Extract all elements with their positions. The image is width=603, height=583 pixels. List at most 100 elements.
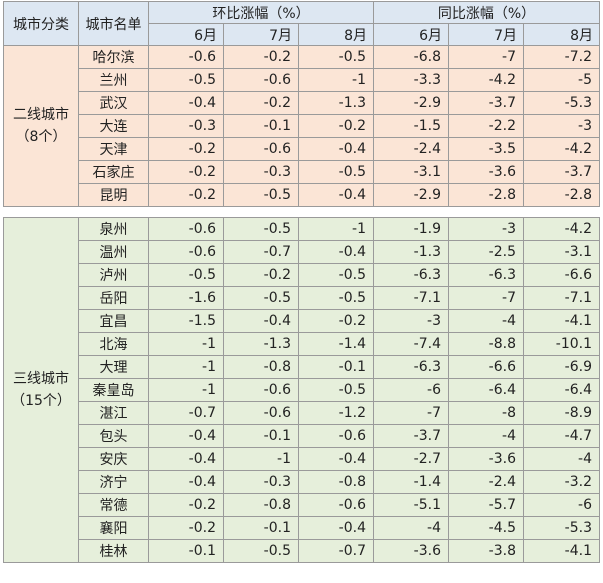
city-name: 济宁 [78,470,149,494]
group-separator [3,206,600,218]
value-yoy-6: -7 [373,401,449,425]
header-row-2: 6月 7月 8月 6月 7月 8月 [4,23,600,46]
value-yoy-8: -3.2 [523,470,600,494]
value-yoy-6: -7.4 [373,332,449,356]
category-cell: 二线城市 （8个） [3,45,79,207]
value-yoy-8: -5 [523,68,600,92]
value-mom-6: -0.4 [148,91,224,115]
category-count: （8个） [15,129,67,145]
table-row: 三线城市 （15个） 泉州 -0.6 -0.5 -1 -1.9 -3 -4.2 [3,217,600,563]
city-name: 秦皇岛 [78,378,149,402]
city-name: 武汉 [78,91,149,115]
value-yoy-8: -3 [523,114,600,138]
header-mom-month-6: 6月 [148,23,224,46]
table-row: 二线城市 （8个） 哈尔滨 -0.6 -0.2 -0.5 -6.8 -7 -7.2 [3,45,600,207]
value-mom-7: -0.6 [223,401,299,425]
value-yoy-8: -10.1 [523,332,600,356]
table-row: 包头 -0.4 -0.1 -0.6 -3.7 -4 -4.7 [4,424,600,448]
value-mom-6: -0.2 [148,160,224,184]
value-mom-7: -0.3 [223,160,299,184]
value-mom-7: -0.5 [223,217,299,241]
value-yoy-6: -2.9 [373,91,449,115]
header-city: 城市名单 [78,1,149,46]
value-mom-8: -0.4 [298,240,374,264]
category-cell: 三线城市 （15个） [3,217,79,563]
value-yoy-6: -3.6 [373,539,449,563]
table-row: 大连 -0.3 -0.1 -0.2 -1.5 -2.2 -3 [4,114,600,138]
value-yoy-7: -2.8 [448,183,524,207]
value-yoy-8: -8.9 [523,401,600,425]
value-yoy-8: -3.7 [523,160,600,184]
value-mom-7: -0.1 [223,516,299,540]
value-mom-7: -1 [223,447,299,471]
value-mom-6: -1.5 [148,309,224,333]
value-yoy-7: -7 [448,45,524,69]
value-yoy-7: -2.2 [448,114,524,138]
value-yoy-6: -6 [373,378,449,402]
value-mom-6: -1 [148,332,224,356]
value-mom-6: -1 [148,378,224,402]
value-mom-8: -0.4 [298,516,374,540]
table-row: 大理 -1 -0.8 -0.1 -6.3 -6.6 -6.9 [4,355,600,379]
value-yoy-6: -6.8 [373,45,449,69]
city-name: 昆明 [78,183,149,207]
value-mom-6: -0.5 [148,263,224,287]
header-yoy-group: 同比涨幅（%） [373,1,600,24]
value-mom-6: -1 [148,355,224,379]
value-mom-8: -0.5 [298,263,374,287]
value-mom-7: -0.5 [223,286,299,310]
value-mom-8: -0.6 [298,424,374,448]
header-mom-month-7: 7月 [223,23,299,46]
value-yoy-8: -4.2 [523,217,600,241]
city-name: 包头 [78,424,149,448]
value-mom-8: -0.4 [298,447,374,471]
value-mom-6: -0.2 [148,137,224,161]
value-yoy-7: -3 [448,217,524,241]
value-yoy-8: -2.8 [523,183,600,207]
value-yoy-8: -6.6 [523,263,600,287]
value-yoy-8: -4.2 [523,137,600,161]
value-mom-8: -1.2 [298,401,374,425]
value-mom-7: -0.8 [223,355,299,379]
value-mom-6: -0.1 [148,539,224,563]
value-yoy-7: -4 [448,309,524,333]
value-mom-7: -0.1 [223,424,299,448]
city-name: 大理 [78,355,149,379]
table-row: 昆明 -0.2 -0.5 -0.4 -2.9 -2.8 -2.8 [4,183,600,207]
value-yoy-7: -3.5 [448,137,524,161]
table-row: 湛江 -0.7 -0.6 -1.2 -7 -8 -8.9 [4,401,600,425]
city-name: 哈尔滨 [78,45,149,69]
value-yoy-8: -4 [523,447,600,471]
price-change-table: 城市分类 城市名单 环比涨幅（%） 同比涨幅（%） 6月 7月 8月 6月 7月… [3,1,600,563]
value-mom-8: -0.7 [298,539,374,563]
city-name: 襄阳 [78,516,149,540]
city-name: 温州 [78,240,149,264]
value-yoy-7: -7 [448,286,524,310]
table-row: 桂林 -0.1 -0.5 -0.7 -3.6 -3.8 -4.1 [4,539,600,563]
value-mom-6: -0.6 [148,217,224,241]
table-row: 秦皇岛 -1 -0.6 -0.5 -6 -6.4 -6.4 [4,378,600,402]
value-yoy-7: -3.6 [448,160,524,184]
value-yoy-6: -2.4 [373,137,449,161]
table-row: 武汉 -0.4 -0.2 -1.3 -2.9 -3.7 -5.3 [4,91,600,115]
value-mom-7: -0.7 [223,240,299,264]
header-row-1: 城市分类 城市名单 环比涨幅（%） 同比涨幅（%） [3,1,600,46]
value-yoy-6: -2.7 [373,447,449,471]
value-yoy-6: -3 [373,309,449,333]
value-yoy-6: -7.1 [373,286,449,310]
table-row: 宜昌 -1.5 -0.4 -0.2 -3 -4 -4.1 [4,309,600,333]
value-yoy-8: -7.2 [523,45,600,69]
value-yoy-6: -2.9 [373,183,449,207]
table-row: 天津 -0.2 -0.6 -0.4 -2.4 -3.5 -4.2 [4,137,600,161]
value-mom-8: -0.2 [298,114,374,138]
value-yoy-8: -6 [523,493,600,517]
value-mom-8: -0.2 [298,309,374,333]
value-mom-7: -0.2 [223,45,299,69]
value-mom-8: -0.5 [298,160,374,184]
value-yoy-7: -8.8 [448,332,524,356]
value-yoy-6: -3.7 [373,424,449,448]
table-row: 安庆 -0.4 -1 -0.4 -2.7 -3.6 -4 [4,447,600,471]
value-yoy-6: -6.3 [373,355,449,379]
value-yoy-8: -4.7 [523,424,600,448]
header-category: 城市分类 [3,1,79,46]
